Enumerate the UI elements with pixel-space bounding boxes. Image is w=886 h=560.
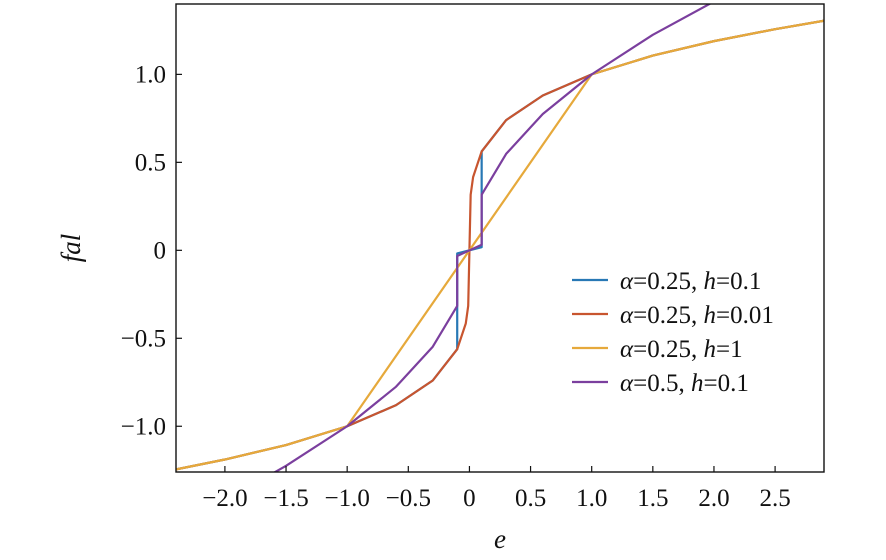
legend-text-part: =0.25,	[633, 268, 703, 295]
legend-text-part: =0.1	[716, 268, 761, 295]
x-tick-label: 2.5	[759, 485, 790, 512]
legend-text-part: h	[703, 302, 716, 329]
series-layer	[176, 4, 824, 472]
legend-text-part: α	[620, 370, 634, 397]
legend-text-part: =0.25,	[633, 336, 703, 363]
plot-frame	[175, 3, 825, 473]
legend-entry-3: α=0.25, h=1	[620, 336, 743, 363]
legend-text-part: =0.5,	[633, 370, 691, 397]
y-tick-label: −1.0	[121, 413, 166, 440]
legend-text-part: h	[691, 370, 704, 397]
y-tick-label: 0	[154, 237, 167, 264]
y-axis-label: fal	[56, 234, 86, 263]
x-tick-label: −0.5	[386, 485, 431, 512]
legend-entry-2: α=0.25, h=0.01	[620, 302, 774, 329]
x-tick-label: 0.5	[515, 485, 546, 512]
x-tick-label: 1.5	[637, 485, 668, 512]
x-axis-label: e	[494, 524, 506, 554]
y-tick-label: 1.0	[135, 61, 166, 88]
legend-text-part: =0.01	[716, 302, 774, 329]
x-tick-label: 2.0	[698, 485, 729, 512]
y-tick-label: −0.5	[121, 325, 166, 352]
legend-text-part: h	[703, 268, 716, 295]
y-tick-label: 0.5	[135, 149, 166, 176]
legend-text-part: α	[620, 302, 634, 329]
y-axis: 1.0 0.5 0 −0.5 −1.0	[121, 61, 182, 440]
x-axis: −2.0 −1.5 −1.0 −0.5 0 0.5 1.0 1.5 2.0 2.5	[202, 466, 791, 512]
series-line-4	[272, 4, 712, 472]
legend-text-part: =0.1	[703, 370, 748, 397]
x-tick-label: −1.5	[263, 485, 308, 512]
legend-text-part: α	[620, 268, 634, 295]
legend-text-part: =0.25,	[633, 302, 703, 329]
legend: α=0.25, h=0.1α=0.25, h=0.01α=0.25, h=1α=…	[572, 268, 774, 397]
plot-area	[176, 4, 824, 472]
legend-text-part: h	[703, 336, 716, 363]
x-tick-label: 1.0	[576, 485, 607, 512]
x-tick-label: 0	[463, 485, 476, 512]
x-tick-label: −2.0	[202, 485, 247, 512]
legend-text-part: α	[620, 336, 634, 363]
legend-text-part: =1	[716, 336, 743, 363]
legend-entry-1: α=0.25, h=0.1	[620, 268, 761, 295]
x-tick-label: −1.0	[324, 485, 369, 512]
legend-entry-4: α=0.5, h=0.1	[620, 370, 749, 397]
